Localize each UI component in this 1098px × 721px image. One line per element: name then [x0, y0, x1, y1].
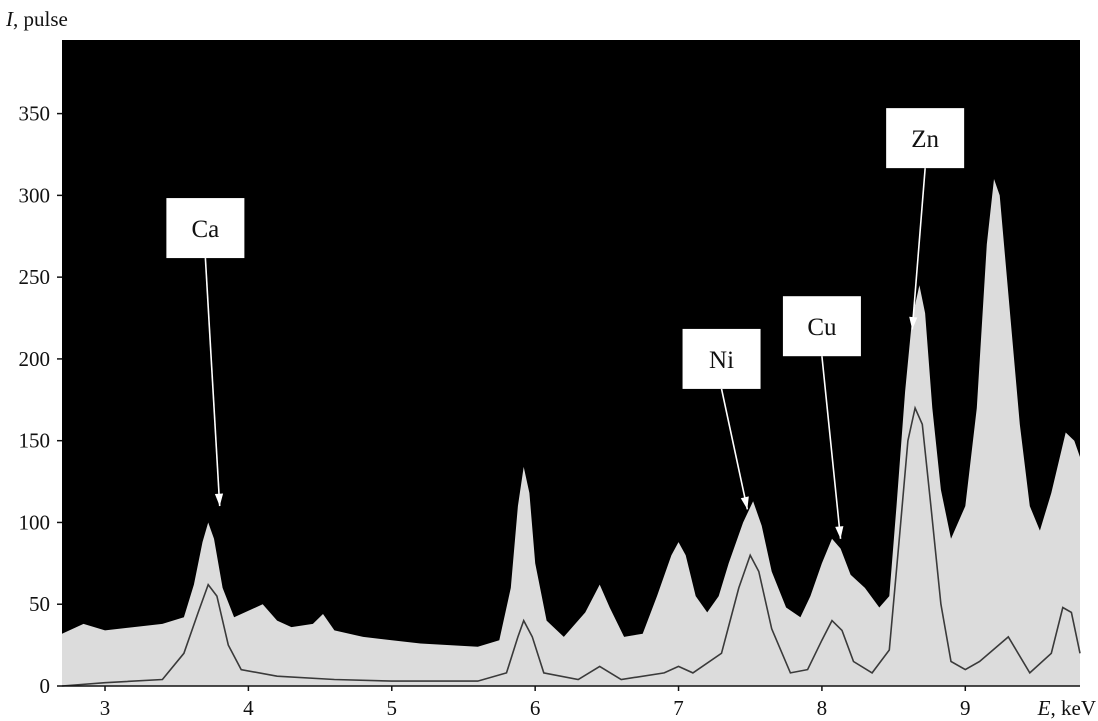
- callout-arrow-line: [204, 258, 221, 507]
- x-axis-unit: , keV: [1051, 696, 1097, 720]
- x-tick-label: 3: [100, 696, 111, 720]
- y-axis-unit: , pulse: [13, 7, 68, 31]
- spectrum-fill: [62, 179, 1080, 686]
- x-tick-label: 5: [387, 696, 398, 720]
- peak-label: Cu: [807, 314, 837, 341]
- overlay-spectrum-line: [61, 405, 1081, 687]
- x-axis-variable: E: [1037, 696, 1051, 720]
- callout-arrow-head: [909, 316, 918, 330]
- y-tick-label: 100: [19, 510, 51, 534]
- y-tick-label: 150: [19, 429, 51, 453]
- callout-arrow-head: [740, 496, 749, 510]
- peak-callout: Cu: [782, 296, 861, 539]
- callout-arrow-line: [720, 388, 749, 510]
- y-axis-title: I, pulse: [5, 7, 68, 31]
- callouts: Ca Ni Cu Zn: [166, 108, 965, 539]
- x-tick-label: 4: [243, 696, 254, 720]
- callout-box: [886, 108, 965, 169]
- peak-label: Zn: [911, 126, 939, 153]
- y-axis-variable: I: [5, 7, 14, 31]
- y-tick-label: 200: [19, 347, 51, 371]
- x-tick-label: 6: [530, 696, 541, 720]
- y-tick-label: 50: [29, 592, 50, 616]
- peak-label: Ca: [191, 216, 219, 243]
- peak-callout: Ni: [682, 328, 761, 510]
- callout-arrow-head: [835, 526, 844, 539]
- x-tick-label: 9: [960, 696, 971, 720]
- peak-callout: Zn: [886, 108, 965, 330]
- x-tick-label: 7: [673, 696, 684, 720]
- callout-arrow-head: [214, 493, 224, 507]
- y-tick-label: 0: [40, 674, 51, 698]
- x-axis-title: E, keV: [1037, 696, 1096, 720]
- callout-arrow-line: [911, 168, 926, 330]
- callout-box: [682, 328, 761, 389]
- x-axis: 3 4 5 6 7 8 9: [62, 685, 1080, 720]
- peak-label: Ni: [709, 347, 734, 374]
- peak-callout: Ca: [166, 198, 245, 507]
- y-tick-label: 300: [19, 183, 51, 207]
- x-tick-label: 8: [817, 696, 828, 720]
- callout-box: [782, 296, 861, 357]
- y-tick-label: 250: [19, 265, 51, 289]
- y-axis: 0 50 100 150 200 250 300 350: [19, 102, 62, 698]
- y-tick-label: 350: [19, 102, 51, 126]
- callout-box: [166, 198, 245, 259]
- callout-arrow-line: [821, 356, 842, 539]
